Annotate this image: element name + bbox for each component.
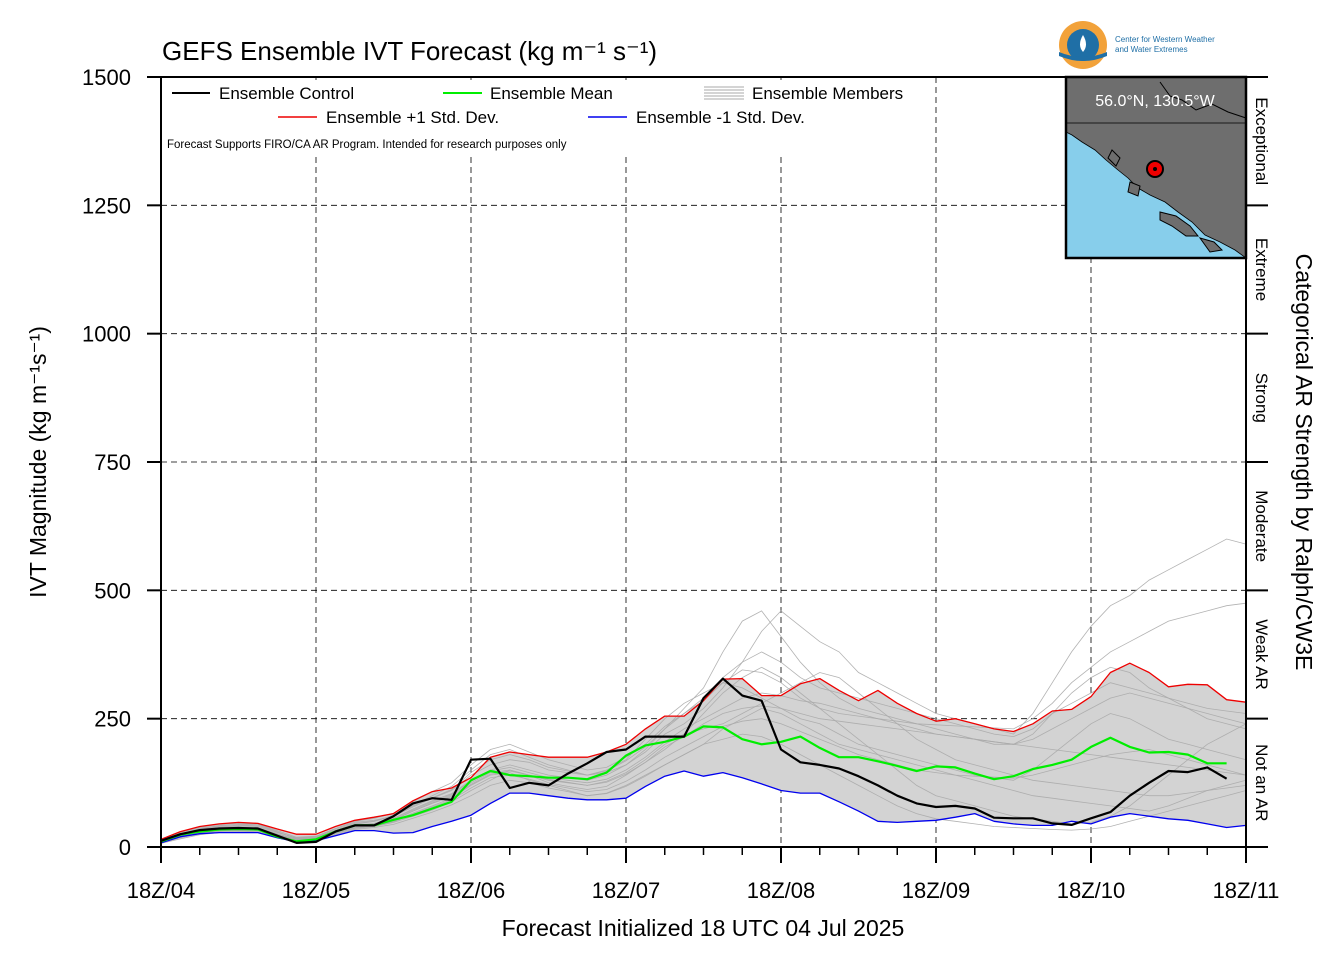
minus-sd-line (160, 770, 1247, 844)
x-axis-ticks: 18Z/04 18Z/05 18Z/06 18Z/07 18Z/08 18Z/09 18Z/… (127, 847, 1280, 903)
y-tick-label: 1000 (82, 322, 131, 347)
y-axis-ticks: 0 250 500 750 1000 1250 1500 (82, 65, 161, 860)
y-tick-label: 750 (94, 450, 131, 475)
logo-text-line1: Center for Western Weather (1115, 35, 1215, 44)
right-axis-label: Categorical AR Strength by Ralph/CW3E (1291, 254, 1317, 671)
inset-map: 56.0°N, 130.5°W (1064, 75, 1248, 260)
plus-sd-line (160, 662, 1247, 840)
legend-label-members: Ensemble Members (752, 84, 903, 103)
x-tick-label: 18Z/07 (592, 878, 661, 903)
legend-label-mean: Ensemble Mean (490, 84, 613, 103)
y-tick-label: 1250 (82, 193, 131, 218)
ensemble-member-line (160, 682, 1247, 843)
x-tick-label: 18Z/06 (437, 878, 506, 903)
legend-label-minus-sd: Ensemble -1 Std. Dev. (636, 108, 805, 127)
x-tick-label: 18Z/11 (1213, 878, 1280, 903)
y-axis-label: IVT Magnitude (kg m⁻¹s⁻¹) (25, 326, 51, 598)
water-drop-icon (1080, 35, 1086, 52)
disclaimer-text: Forecast Supports FIRO/CA AR Program. In… (167, 139, 567, 151)
y-tick-label: 500 (94, 578, 131, 603)
ensemble-member-line (160, 733, 1247, 844)
y-tick-label: 0 (119, 835, 131, 860)
legend-swatch-members (704, 86, 744, 100)
legend-label-control: Ensemble Control (219, 84, 354, 103)
chart-title: GEFS Ensemble IVT Forecast (kg m⁻¹ s⁻¹) (162, 36, 657, 66)
x-tick-label: 18Z/04 (127, 878, 196, 903)
category-label: Weak AR (1252, 619, 1271, 690)
category-label: Moderate (1252, 490, 1271, 562)
legend: Ensemble Control Ensemble Mean Ensemble … (167, 84, 903, 151)
category-label: Not an AR (1252, 744, 1271, 822)
y-tick-label: 250 (94, 707, 131, 732)
cw3e-logo: Center for Western Weather and Water Ext… (1059, 21, 1215, 69)
ensemble-series-lines (160, 662, 1247, 845)
x-axis-label: Forecast Initialized 18 UTC 04 Jul 2025 (502, 915, 905, 941)
y-tick-label: 1500 (82, 65, 131, 90)
ensemble-member-line (160, 718, 1247, 843)
category-label: Strong (1252, 373, 1271, 423)
category-label: Exceptional (1252, 97, 1271, 185)
logo-text-line2: and Water Extremes (1115, 45, 1188, 54)
x-tick-label: 18Z/09 (902, 878, 971, 903)
legend-label-plus-sd: Ensemble +1 Std. Dev. (326, 108, 499, 127)
map-location-label: 56.0°N, 130.5°W (1095, 93, 1215, 110)
control-line (160, 677, 1228, 845)
x-tick-label: 18Z/05 (282, 878, 351, 903)
ar-category-axis: Not an AR Weak AR Moderate Strong Extreme Exc… (1246, 76, 1271, 848)
x-tick-label: 18Z/10 (1057, 878, 1126, 903)
x-tick-label: 18Z/08 (747, 878, 816, 903)
map-border (1159, 81, 1247, 119)
category-label: Extreme (1252, 238, 1271, 301)
